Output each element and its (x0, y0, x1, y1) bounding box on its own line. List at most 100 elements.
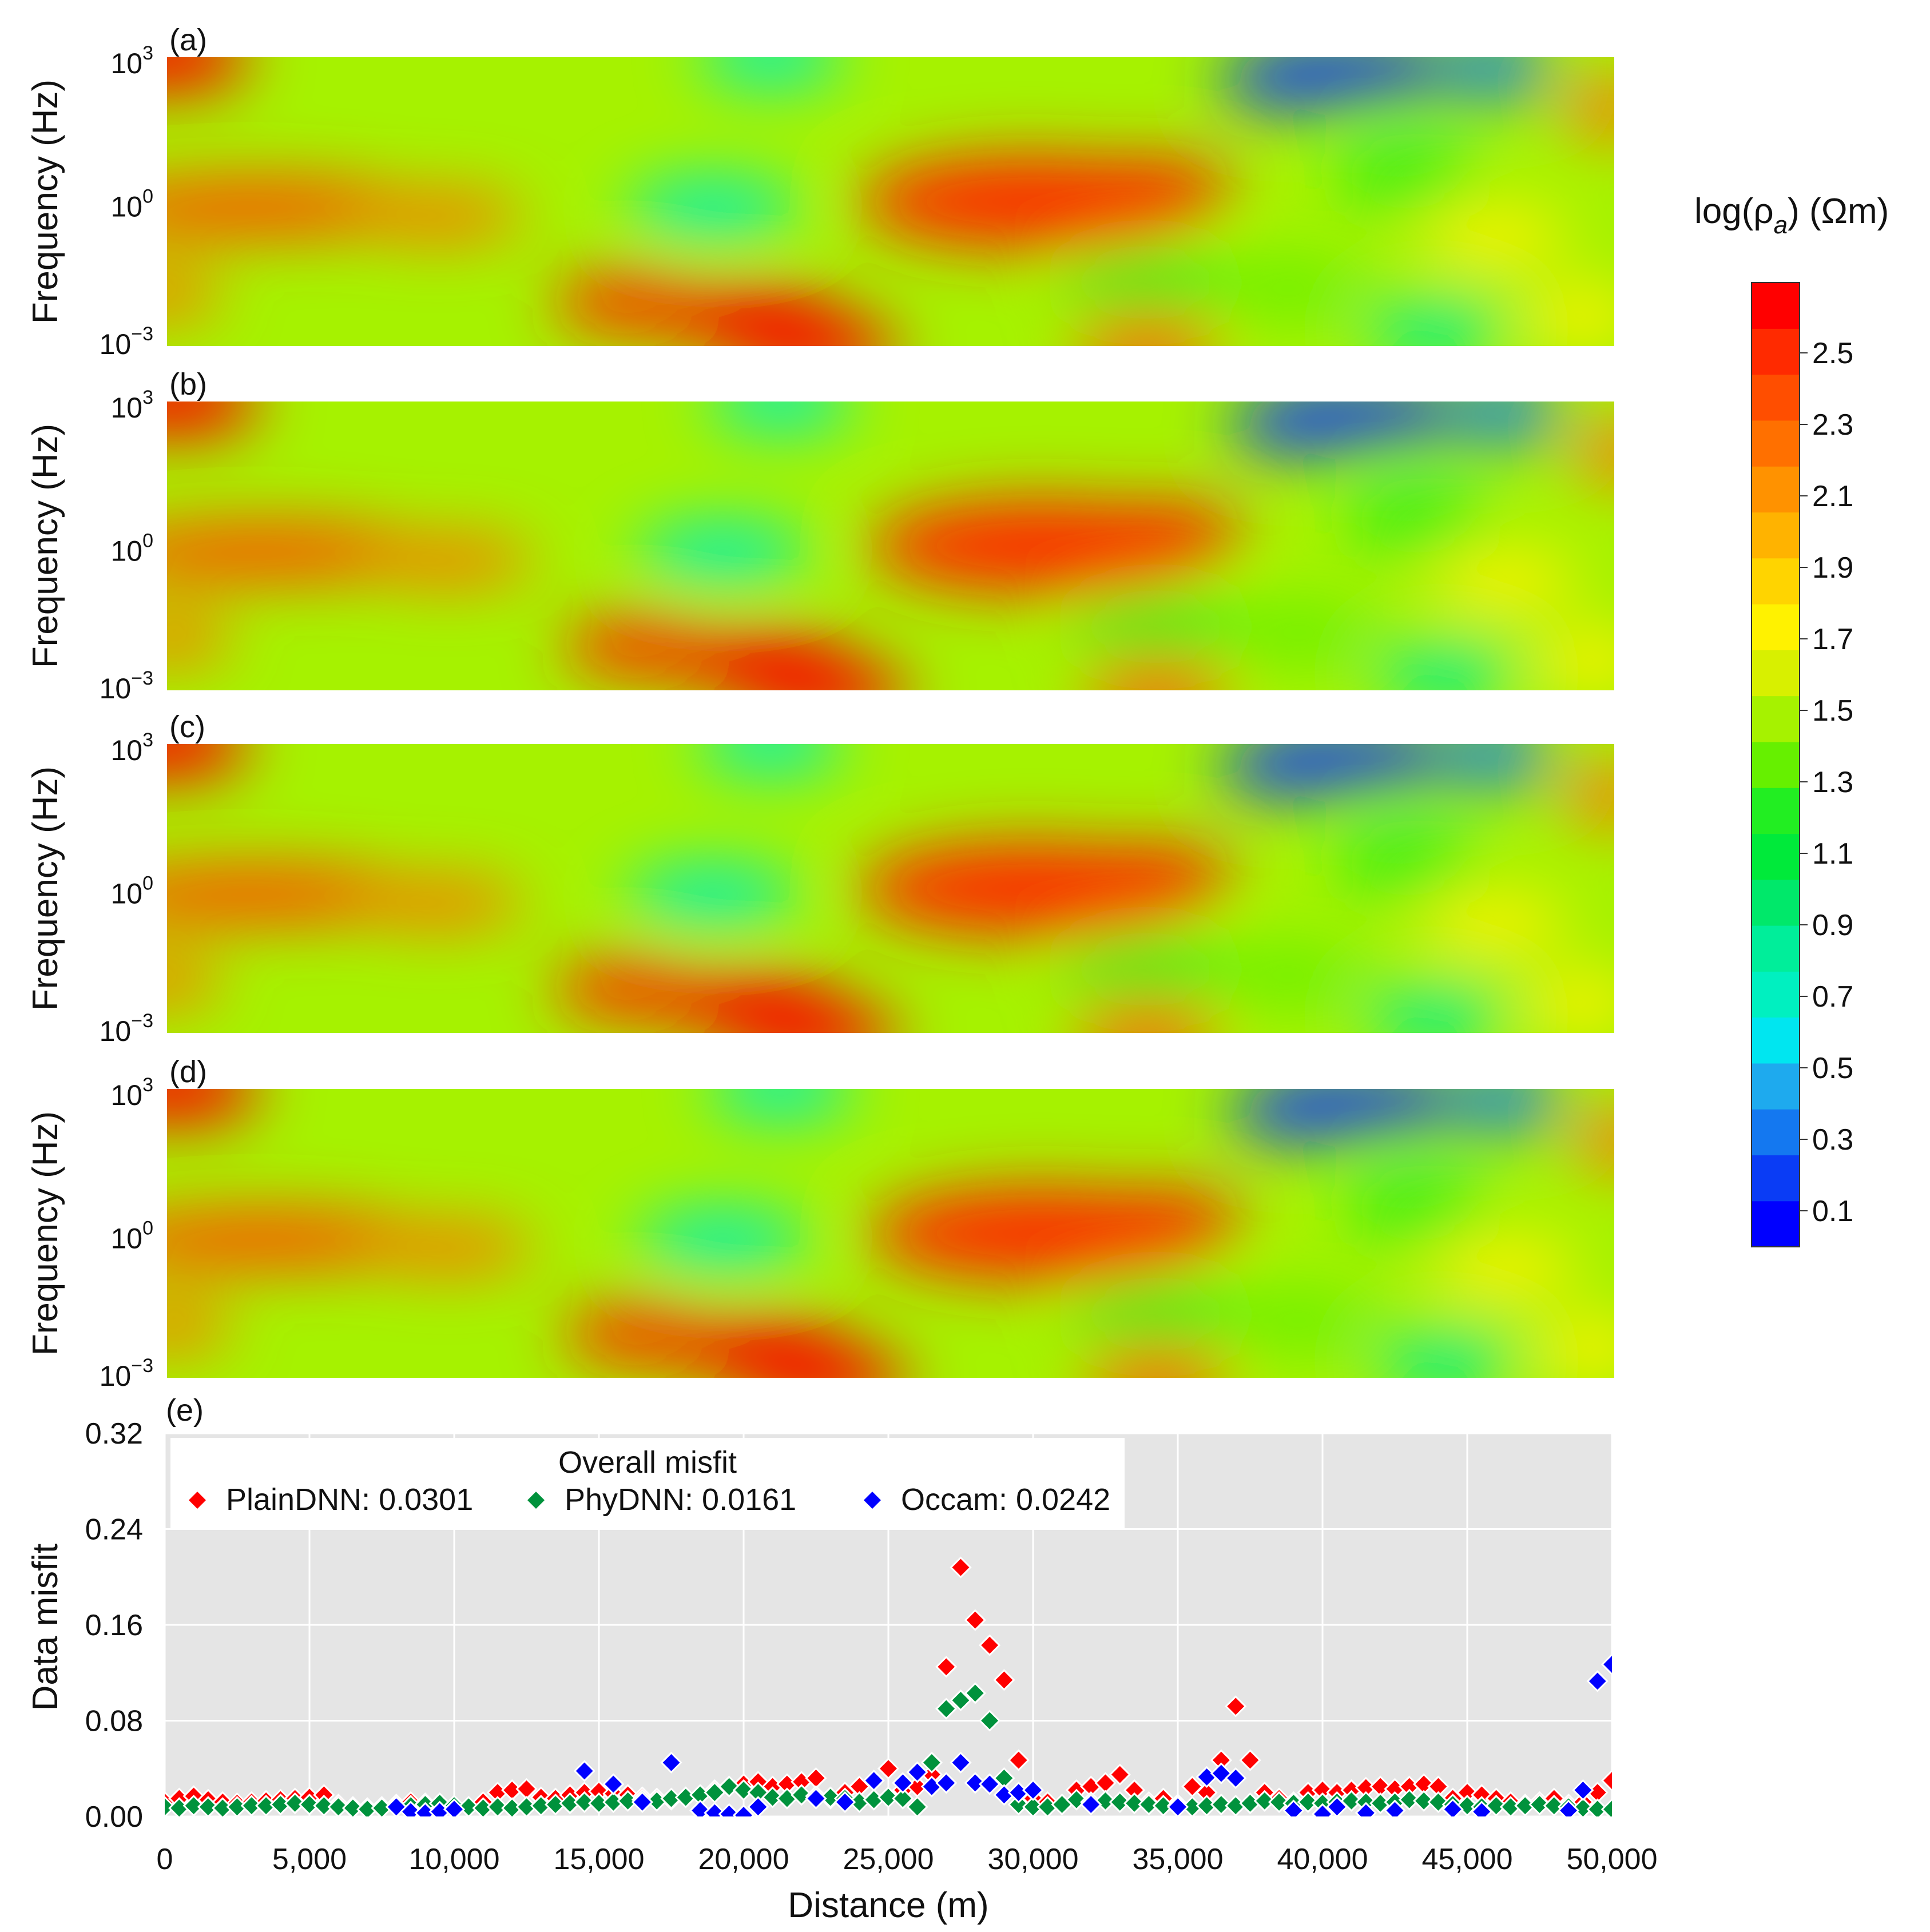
heatmap-blob (1421, 894, 1567, 952)
legend-label: PhyDNN: 0.0161 (565, 1482, 796, 1517)
data-point (950, 1556, 972, 1579)
data-point (892, 1772, 914, 1794)
data-point (935, 1698, 958, 1720)
heatmap-blob (1533, 1320, 1614, 1378)
heatmap-blob (1070, 598, 1244, 656)
data-point (1543, 1795, 1565, 1816)
data-point (327, 1796, 350, 1816)
x-tick-label: 45,000 (1421, 1843, 1512, 1876)
data-point (443, 1798, 466, 1816)
data-point (1210, 1762, 1233, 1784)
colorbar-tick-label: 0.1 (1812, 1195, 1853, 1228)
legend-label: Occam: 0.0242 (901, 1482, 1110, 1517)
colorbar-tick-label: 2.5 (1812, 337, 1853, 370)
data-point (1485, 1795, 1507, 1816)
data-point (747, 1796, 769, 1816)
heatmap-blob (1374, 644, 1519, 690)
heatmap-blobs (167, 57, 1614, 346)
data-point (978, 1634, 1001, 1656)
colorbar-swatch (1752, 1155, 1800, 1202)
heatmap-blob (626, 865, 800, 924)
data-point (1427, 1791, 1450, 1814)
heatmap-blob (1345, 488, 1490, 546)
heatmap-blob (361, 1225, 535, 1271)
data-point (182, 1795, 205, 1816)
data-point (1123, 1792, 1146, 1815)
heatmap-blob (1576, 424, 1614, 482)
data-point (964, 1772, 986, 1794)
y-tick-label: 0.16 (85, 1609, 143, 1642)
legend-box (170, 1438, 1125, 1529)
heatmap-blob (1432, 1239, 1577, 1297)
data-point (1109, 1763, 1131, 1786)
data-point (1297, 1791, 1319, 1814)
heatmap-blob (1229, 1291, 1375, 1349)
colorbar-swatch (1752, 650, 1800, 697)
heatmap-blob (1335, 830, 1480, 889)
y-tick-label: 100 (110, 530, 153, 567)
data-point (1601, 1770, 1612, 1792)
colorbar-swatch (1752, 879, 1800, 926)
colorbar-swatch (1752, 925, 1800, 972)
colorbar-ticks: 2.5 2.3 2.1 1.9 1.7 1.5 1.3 1.1 0.9 0.7 0.5 0.3 0.1 (1800, 337, 1853, 1228)
heatmap-blob (636, 1210, 810, 1269)
heatmap-blob (1074, 317, 1220, 346)
heatmap-blob (708, 401, 853, 431)
heatmap-blob (553, 273, 698, 332)
data-point (631, 1791, 654, 1814)
colorbar-swatch (1752, 1109, 1800, 1156)
y-tick-label: 103 (110, 729, 153, 766)
colorbar: 2.52.32.11.91.71.51.31.10.90.70.50.30.1 … (1694, 192, 1889, 1247)
data-point (1412, 1790, 1435, 1812)
heatmap-blob (167, 957, 221, 1004)
x-tick-label: 20,000 (698, 1843, 789, 1876)
heatmap-panel: (a) Frequency (Hz) 103 100 10−3 (26, 23, 1614, 360)
heatmap-blobs (167, 401, 1614, 690)
heatmap-blob (1364, 987, 1509, 1033)
heatmap-blob (737, 1349, 911, 1378)
y-tick-label: 0.24 (85, 1513, 143, 1547)
data-point (1586, 1670, 1609, 1692)
data-point (1268, 1791, 1290, 1814)
heatmap-blob (698, 744, 843, 773)
heatmap-blob (1085, 661, 1229, 690)
heatmap-blob (1436, 744, 1552, 785)
heatmap-blob (1446, 401, 1562, 442)
data-point (1225, 1767, 1247, 1790)
data-point (877, 1786, 900, 1808)
heatmap-blob (1374, 1331, 1519, 1378)
legend-marker (189, 1492, 206, 1509)
heatmap-blob (1432, 551, 1577, 610)
data-point (920, 1751, 943, 1774)
colorbar-swatch (1752, 695, 1800, 742)
colorbar-swatch (1752, 512, 1800, 559)
data-point (1471, 1800, 1493, 1816)
data-point (805, 1787, 827, 1810)
heatmap-blob (361, 537, 535, 584)
heatmap-blob (1229, 603, 1375, 662)
heatmap-blob (1060, 845, 1234, 903)
colorbar-swatch (1752, 788, 1800, 834)
x-tick-label: 35,000 (1132, 1843, 1223, 1876)
heatmap-blob (167, 1302, 231, 1349)
data-point (1572, 1779, 1594, 1802)
y-tick-label: 0.08 (85, 1705, 143, 1738)
heatmap-blob (1074, 1004, 1220, 1033)
data-point (1109, 1791, 1131, 1814)
data-point (1080, 1793, 1102, 1816)
data-point (761, 1786, 784, 1808)
colorbar-swatch (1752, 833, 1800, 880)
y-axis-label: Frequency (Hz) (26, 424, 65, 668)
heatmap-blob (1060, 158, 1234, 216)
legend-marker (527, 1492, 545, 1509)
data-point (660, 1751, 682, 1774)
data-point (950, 1751, 972, 1774)
data-point (906, 1796, 928, 1816)
colorbar-tick-label: 0.5 (1812, 1052, 1853, 1085)
colorbar-title: log(ρa) (Ωm) (1694, 192, 1889, 239)
data-point (1225, 1695, 1247, 1718)
heatmap-field (167, 401, 1614, 690)
data-point (1398, 1788, 1420, 1811)
heatmap-blob (1446, 1089, 1562, 1130)
